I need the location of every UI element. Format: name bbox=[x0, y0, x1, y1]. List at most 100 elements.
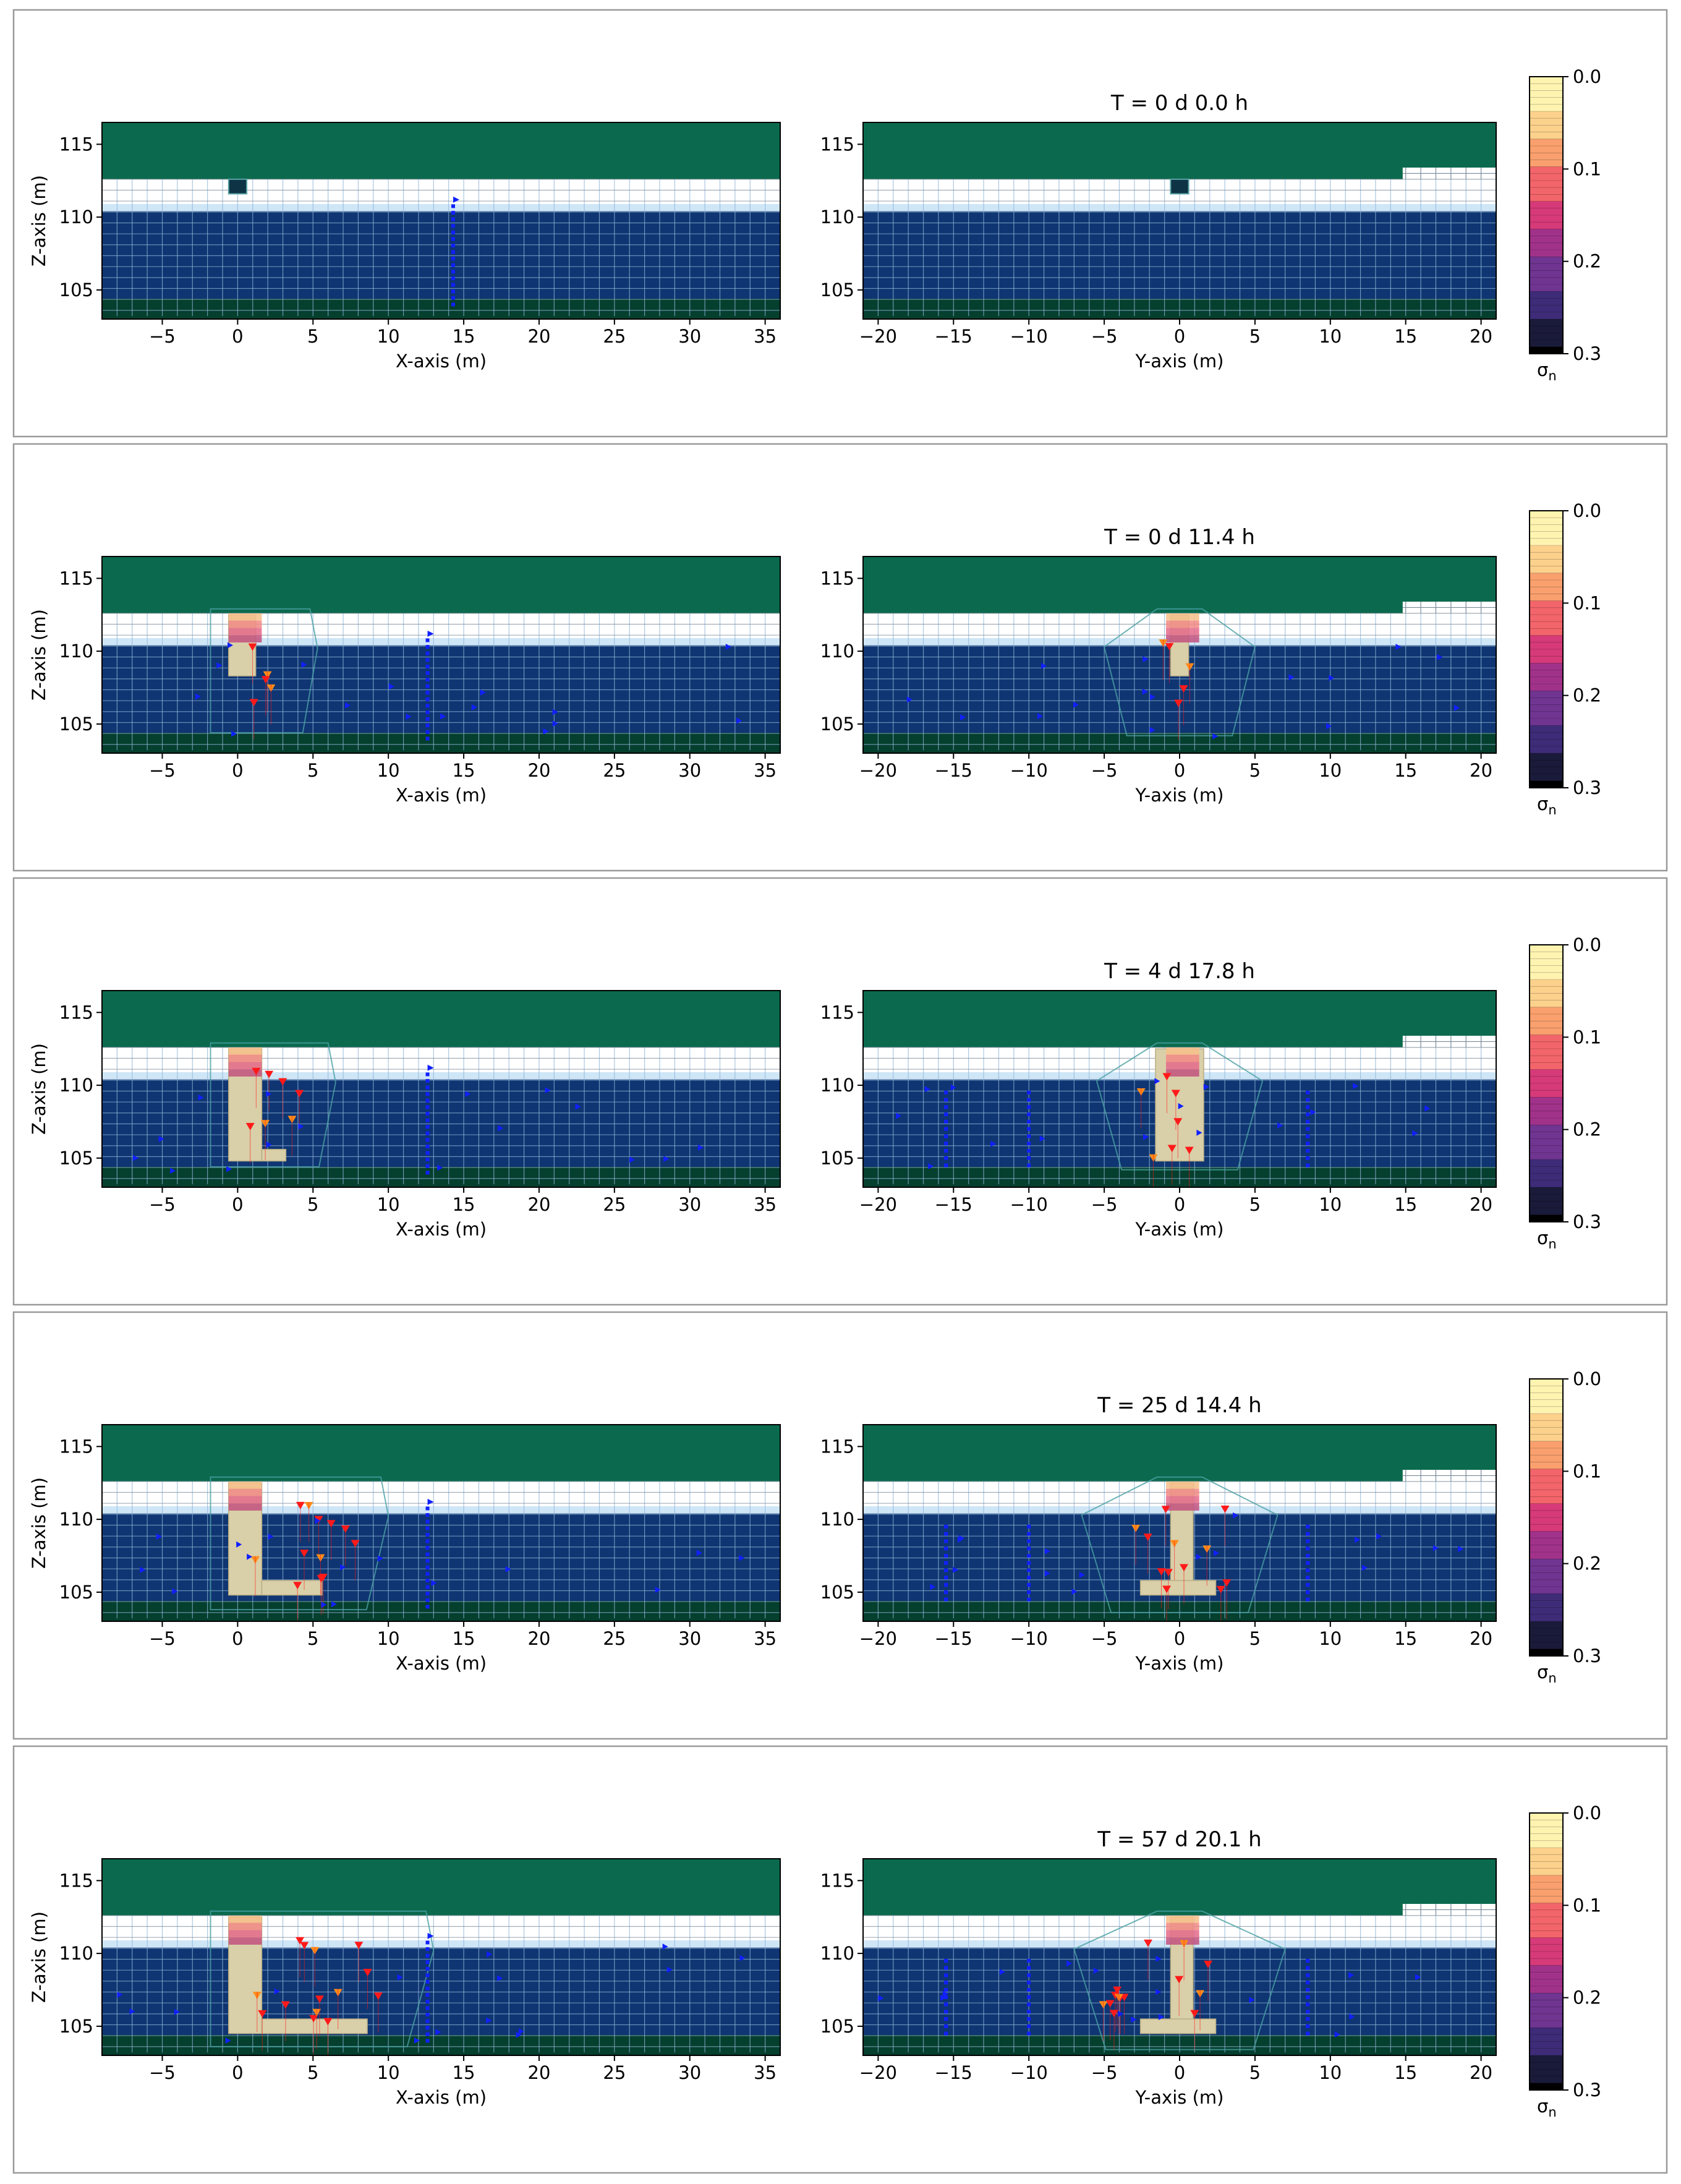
tracer-marker-blue bbox=[1306, 1156, 1310, 1160]
tracer-marker-blue bbox=[298, 1123, 304, 1130]
tracer-marker-blue bbox=[1196, 1553, 1202, 1560]
x-tick-label: 10 bbox=[377, 2062, 400, 2083]
axes-frame bbox=[101, 122, 781, 320]
tracer-marker-blue bbox=[425, 1980, 430, 1984]
tracer-marker-blue bbox=[1196, 1129, 1202, 1136]
tracer-marker-blue bbox=[1306, 1568, 1310, 1572]
tracer-marker-blue bbox=[425, 1585, 430, 1589]
tracer-marker-blue bbox=[944, 1127, 948, 1131]
colorbar-segment bbox=[1530, 1649, 1563, 1657]
tracer-marker-blue bbox=[518, 2028, 524, 2035]
colorbar-tick-label: 0.3 bbox=[1573, 343, 1601, 364]
colorbar-segment bbox=[1530, 676, 1563, 685]
snapshot-panel: T = 0 d 0.0 h−5 0 5 10 15 20 25 30 35105110115X-… bbox=[12, 9, 1668, 438]
tracer-marker-blue bbox=[225, 2037, 231, 2044]
x-tick-label: −15 bbox=[935, 1628, 972, 1649]
colorbar-segment bbox=[1530, 1593, 1563, 1601]
x-tick-label: 10 bbox=[1319, 760, 1342, 781]
colorbar-segment bbox=[1530, 1007, 1563, 1015]
colorbar-segment bbox=[1530, 1000, 1563, 1008]
tracer-marker-blue bbox=[1131, 2016, 1137, 2023]
tracer-marker-blue bbox=[427, 1932, 434, 1939]
colorbar-segment bbox=[1530, 1952, 1563, 1959]
x-tick-label: 5 bbox=[307, 326, 318, 347]
y-tick-label: 110 bbox=[820, 1943, 854, 1964]
top-layer bbox=[863, 1859, 1496, 1916]
x-tick-label: 25 bbox=[603, 1628, 626, 1649]
colorbar-segment bbox=[1530, 215, 1563, 223]
tracer-marker-blue bbox=[315, 1517, 321, 1524]
tracer-marker-blue bbox=[425, 1572, 430, 1576]
tracer-marker-blue bbox=[545, 1087, 551, 1094]
x-tick-label: −5 bbox=[149, 760, 176, 781]
tracer-marker-blue bbox=[451, 204, 456, 208]
tracer-marker-blue bbox=[451, 224, 456, 228]
concentration-cap bbox=[1166, 1915, 1199, 1923]
tracer-marker-blue bbox=[1437, 654, 1443, 660]
y-tick-label: 110 bbox=[820, 207, 854, 228]
y-axis-label: Z-axis (m) bbox=[28, 609, 49, 701]
colorbar-segment bbox=[1530, 1076, 1563, 1084]
initial-excavation-spot bbox=[228, 178, 248, 195]
tracer-marker-blue bbox=[425, 1552, 430, 1556]
tracer-marker-blue bbox=[1353, 1083, 1359, 1090]
y-tick-label: 115 bbox=[820, 134, 854, 155]
tracer-marker-blue bbox=[1306, 1105, 1310, 1109]
colorbar-segment bbox=[1530, 952, 1563, 959]
colorbar-segment bbox=[1530, 1448, 1563, 1456]
y-tick-label: 105 bbox=[59, 2016, 93, 2037]
tracer-marker-blue bbox=[957, 1536, 963, 1543]
tracer-marker-blue bbox=[331, 1601, 337, 1608]
y-tick-label: 105 bbox=[820, 1148, 854, 1169]
colorbar-segment bbox=[1530, 166, 1563, 174]
tracer-marker-blue bbox=[406, 713, 412, 720]
x-tick-label: −15 bbox=[935, 1194, 972, 1215]
tracer-marker-blue bbox=[1143, 1133, 1149, 1140]
colorbar-segment bbox=[1530, 257, 1563, 264]
x-tick-label: −10 bbox=[1010, 1194, 1048, 1215]
x-axis-label: X-axis (m) bbox=[396, 785, 487, 806]
colorbar-tick-label: 0.2 bbox=[1573, 685, 1601, 706]
top-layer bbox=[863, 991, 1496, 1047]
colorbar-segment bbox=[1530, 580, 1563, 587]
tracer-marker-blue bbox=[944, 1098, 948, 1102]
tracer-marker-blue bbox=[427, 1064, 434, 1071]
tracer-marker-blue bbox=[425, 638, 430, 642]
colorbar-tick-label: 0.0 bbox=[1573, 1368, 1601, 1389]
top-layer bbox=[102, 1859, 780, 1916]
tracer-marker-blue bbox=[552, 709, 558, 715]
colorbar-segment bbox=[1530, 1896, 1563, 1904]
tracer-marker-blue bbox=[471, 704, 477, 710]
concentration-cap bbox=[228, 613, 262, 621]
tracer-marker-blue bbox=[944, 1532, 948, 1536]
x-tick-label: 15 bbox=[453, 1194, 475, 1215]
colorbar-segment bbox=[1530, 600, 1563, 608]
colorbar-segment bbox=[1530, 1917, 1563, 1924]
tracer-marker-blue bbox=[268, 1533, 274, 1540]
colorbar-segment bbox=[1530, 77, 1563, 84]
contamination-envelope bbox=[210, 1910, 435, 2047]
colorbar-segment bbox=[1530, 1538, 1563, 1546]
bottom-layer bbox=[102, 2035, 780, 2055]
tracer-marker-blue bbox=[725, 643, 731, 650]
tracer-marker-blue bbox=[231, 730, 237, 737]
y-tick-label: 110 bbox=[59, 1509, 93, 1530]
y-tick-label: 105 bbox=[820, 279, 854, 301]
tracer-marker-blue bbox=[425, 2039, 430, 2043]
x-tick-label: −5 bbox=[1091, 1194, 1118, 1215]
tracer-marker-blue bbox=[1027, 1120, 1031, 1124]
concentration-cap bbox=[228, 1054, 262, 1062]
colorbar-segment bbox=[1530, 1125, 1563, 1132]
colorbar-segment bbox=[1530, 1214, 1563, 1222]
top-layer bbox=[102, 991, 780, 1047]
colorbar-segment bbox=[1530, 1559, 1563, 1566]
plot-area bbox=[863, 1859, 1496, 2055]
colorbar-segment bbox=[1530, 2041, 1563, 2049]
bottom-layer bbox=[102, 733, 780, 753]
colorbar-segment bbox=[1530, 559, 1563, 567]
tracer-marker-blue bbox=[944, 1973, 948, 1977]
colorbar-segment bbox=[1530, 1965, 1563, 1973]
concentration-cap bbox=[228, 1047, 262, 1055]
colorbar-segment bbox=[1530, 1813, 1563, 1820]
tracer-marker-blue bbox=[944, 1583, 948, 1587]
